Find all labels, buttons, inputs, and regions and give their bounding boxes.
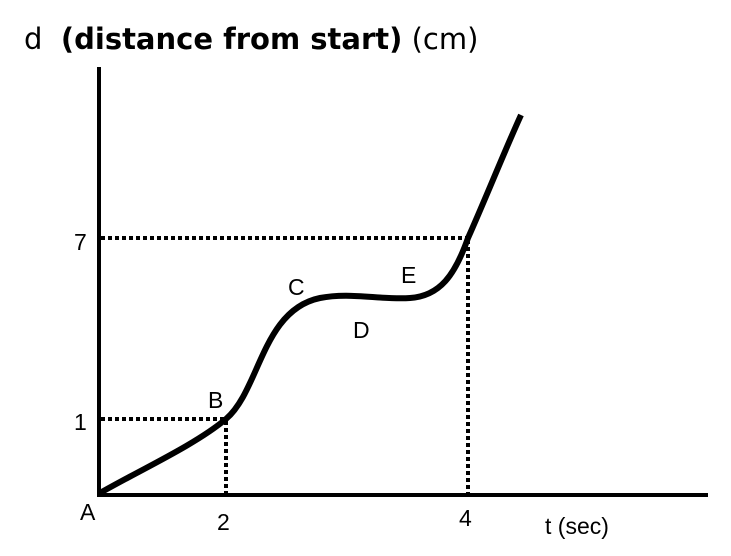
tick-y-1: 1 (74, 409, 87, 435)
y-axis-variable: d (24, 22, 43, 56)
point-a-label: A (80, 499, 96, 525)
y-axis-description: (distance from start) (60, 22, 403, 56)
point-e-label: E (401, 262, 416, 288)
point-b-label: B (208, 387, 223, 413)
tick-y-7: 7 (74, 229, 87, 255)
distance-curve (98, 113, 524, 496)
point-d-label: D (353, 317, 370, 343)
y-axis-title: d (distance from start) (cm) (24, 22, 478, 56)
tick-x-4: 4 (459, 505, 472, 531)
tick-x-2: 2 (217, 509, 230, 535)
x-axis-title: t (sec) (545, 513, 609, 539)
point-c-label: C (288, 274, 305, 300)
y-axis-unit: (cm) (411, 22, 479, 56)
guide-lines (101, 236, 470, 493)
